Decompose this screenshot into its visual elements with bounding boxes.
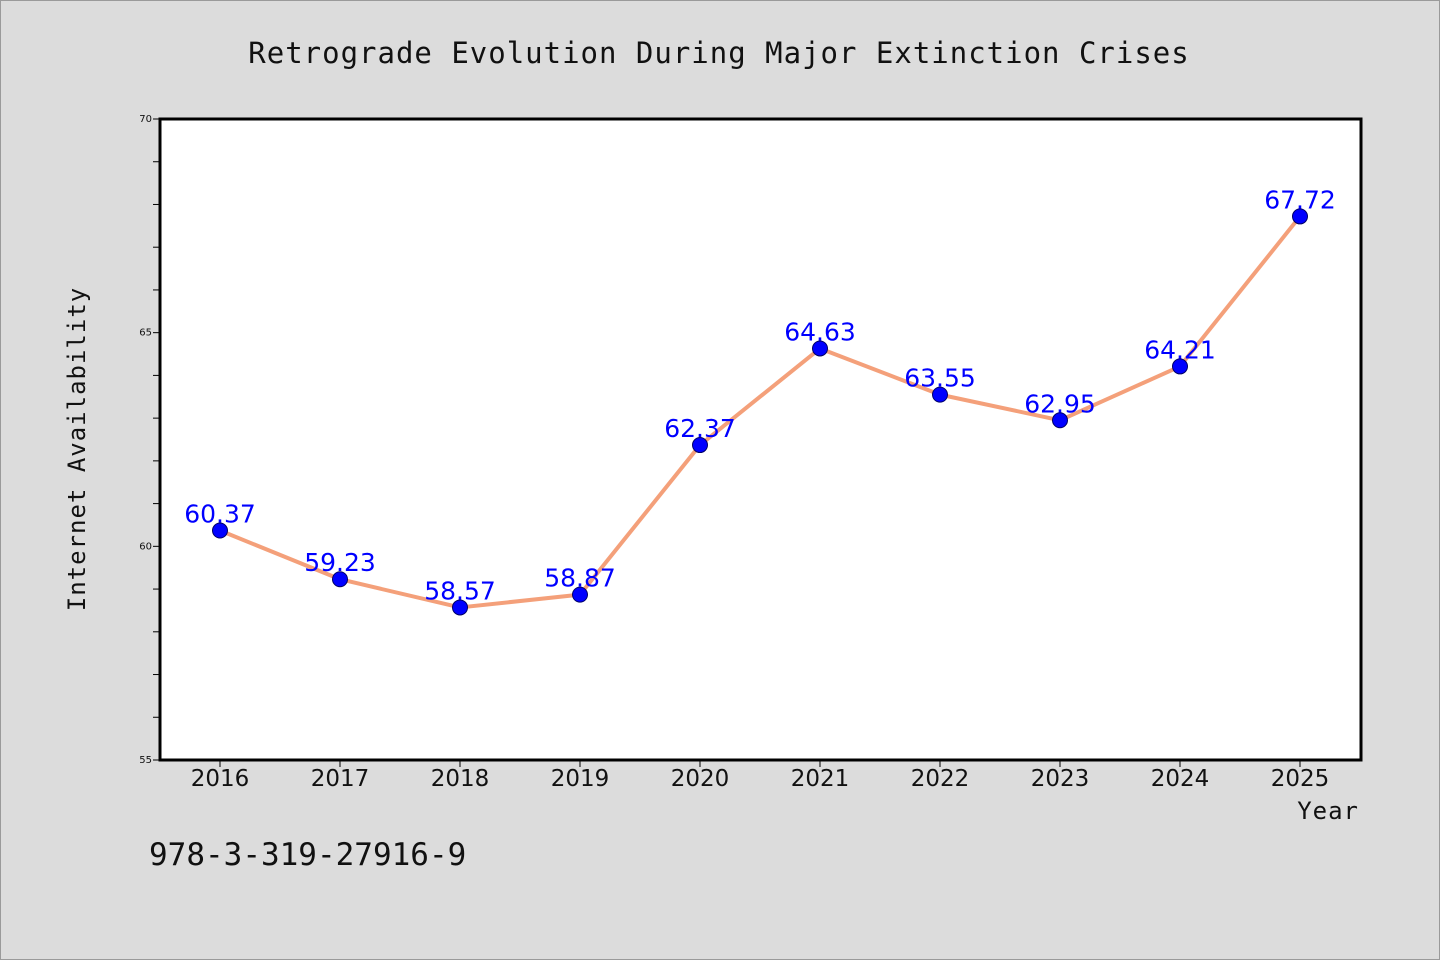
data-point: [572, 586, 588, 603]
x-tick-label: 2025: [1271, 766, 1330, 792]
data-point: [212, 522, 228, 539]
data-point: [1172, 358, 1188, 375]
x-axis-label: Year: [1297, 797, 1359, 825]
x-tick-label: 2020: [671, 766, 730, 792]
data-label: 62.95: [1024, 389, 1096, 418]
y-axis-ticks: 55 60 65 70: [139, 114, 160, 766]
x-axis-ticks: 2016 2017 2018 2019 2020 2021 2022 2023 2024 2025: [191, 760, 1330, 792]
y-axis-label: Internet Availability: [63, 287, 91, 611]
data-point: [692, 437, 708, 454]
x-tick-label: 2017: [311, 766, 370, 792]
x-tick-label: 2016: [191, 766, 250, 792]
x-tick-label: 2024: [1151, 766, 1210, 792]
data-point: [812, 340, 828, 357]
data-point: [1292, 208, 1308, 225]
data-point: [1052, 412, 1068, 429]
x-tick-label: 2022: [911, 766, 970, 792]
data-label: 64.21: [1144, 335, 1216, 364]
data-label: 58.57: [424, 576, 496, 605]
data-label: 59.23: [304, 548, 376, 577]
data-label: 64.63: [784, 317, 856, 346]
data-label: 63.55: [904, 364, 976, 393]
x-tick-label: 2019: [551, 766, 610, 792]
y-tick-label: 65: [139, 328, 152, 339]
data-point: [452, 599, 468, 616]
data-label: 62.37: [664, 414, 736, 443]
data-label: 58.87: [544, 564, 616, 593]
data-point: [332, 571, 348, 588]
y-tick-label: 70: [139, 114, 152, 125]
series-line: [218, 214, 1302, 610]
data-labels: 60.37 59.23 58.57 58.87 62.37 64.63 63.55 62.95…: [184, 185, 1336, 605]
data-point: [932, 386, 948, 403]
data-label: 60.37: [184, 500, 256, 529]
x-tick-label: 2023: [1031, 766, 1090, 792]
series-layer: [212, 208, 1308, 616]
chart-title: Retrograde Evolution During Major Extinc…: [248, 36, 1189, 70]
y-tick-label: 60: [139, 541, 152, 552]
plot-area: [158, 117, 1363, 762]
x-tick-label: 2018: [431, 766, 490, 792]
y-tick-label: 55: [139, 755, 152, 766]
isbn-footer: 978-3-319-27916-9: [149, 837, 466, 873]
x-tick-label: 2021: [791, 766, 850, 792]
data-label: 67.72: [1264, 185, 1336, 214]
